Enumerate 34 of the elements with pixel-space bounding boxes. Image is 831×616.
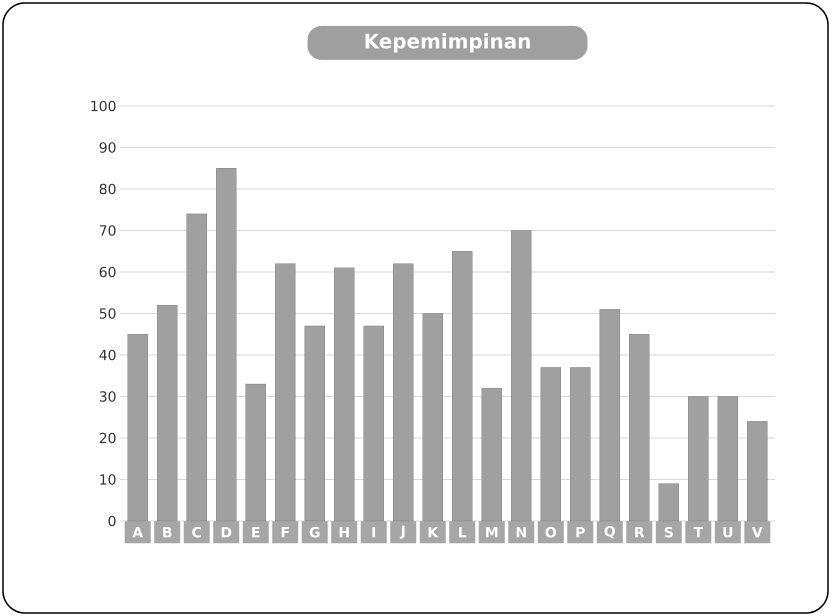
x-tick-label: M <box>486 527 498 538</box>
y-tick-label: 60 <box>100 266 116 278</box>
y-tick-label: 90 <box>100 142 116 153</box>
y-tick-label: 0 <box>108 516 116 526</box>
x-tick-label: A <box>132 527 144 538</box>
x-tick-label: U <box>723 527 732 538</box>
chart-title: Kepemimpinan <box>366 33 530 52</box>
y-tick-label: 50 <box>100 308 116 319</box>
x-tick-label: E <box>252 527 260 538</box>
x-tick-label: L <box>459 527 466 538</box>
y-tick-label: 20 <box>100 432 116 444</box>
x-tick-label: D <box>222 527 232 538</box>
x-tick-label: P <box>576 527 585 538</box>
x-tick-label: I <box>372 527 376 538</box>
x-tick-label: O <box>546 526 556 538</box>
x-tick-label: H <box>340 527 349 538</box>
x-tick-label: R <box>635 527 644 538</box>
y-tick-label: 70 <box>100 225 116 236</box>
x-tick-label: T <box>694 527 703 538</box>
x-tick-label: S <box>664 526 673 538</box>
x-tick-label: K <box>428 527 439 538</box>
x-tick-label: C <box>192 526 201 538</box>
x-tick-label: Q <box>604 526 616 538</box>
y-tick-label: 100 <box>91 100 116 112</box>
x-tick-label: F <box>282 527 289 538</box>
x-tick-label: J <box>400 526 405 539</box>
x-tick-label: N <box>516 527 526 538</box>
x-tick-label: B <box>163 527 172 538</box>
y-tick-label: 80 <box>100 184 116 194</box>
x-tick-label: V <box>752 527 763 538</box>
x-tick-label: G <box>310 526 320 538</box>
y-tick-label: 10 <box>100 474 116 485</box>
y-tick-label: 40 <box>99 350 116 360</box>
y-tick-label: 30 <box>100 391 116 402</box>
